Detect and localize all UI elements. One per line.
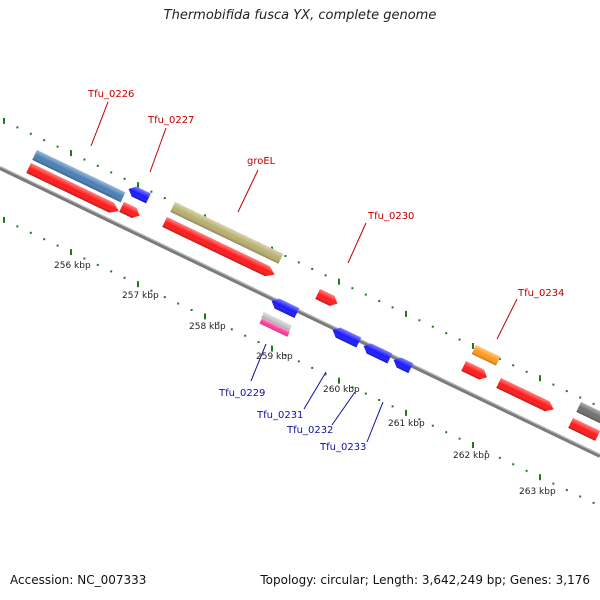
cds-tfu-0235-arrow[interactable] bbox=[496, 378, 556, 414]
accession-text: Accession: NC_007333 bbox=[10, 573, 147, 587]
cds-tfu-0233-reverse[interactable] bbox=[391, 355, 414, 374]
cds-groel-arrow[interactable] bbox=[162, 217, 277, 280]
gene-edge-gray-feature[interactable] bbox=[576, 402, 600, 425]
cds-tfu-0230-arrow[interactable] bbox=[315, 289, 340, 308]
label-tfu-0226: Tfu_0226 bbox=[87, 89, 134, 100]
cds-tfu-0234-arrow[interactable] bbox=[461, 361, 489, 382]
scale-label-259: 259 kbp bbox=[256, 352, 293, 362]
label-tfu-0232: Tfu_0232 bbox=[286, 425, 333, 436]
cds-tfu-0229-reverse[interactable] bbox=[269, 296, 300, 319]
cds-tfu-0231-reverse[interactable] bbox=[330, 325, 362, 348]
label-tfu-0231: Tfu_0231 bbox=[256, 410, 303, 421]
label-tfu-0227: Tfu_0227 bbox=[147, 115, 194, 126]
scale-label-262: 262 kbp bbox=[453, 451, 490, 461]
label-tfu-0234: Tfu_0234 bbox=[517, 288, 564, 299]
inner-scale-ticks bbox=[3, 216, 595, 504]
scale-label-263: 263 kbp bbox=[519, 487, 556, 497]
cds-tfu-0227-forward[interactable] bbox=[119, 202, 142, 221]
gene-tfu-0234-feature[interactable] bbox=[471, 345, 501, 366]
gene-tfu-0229-silver[interactable] bbox=[261, 312, 292, 331]
label-tfu-0229: Tfu_0229 bbox=[218, 388, 265, 399]
label-leader-lines bbox=[90, 101, 518, 340]
label-tfu-0230: Tfu_0230 bbox=[367, 211, 414, 222]
genome-summary-text: Topology: circular; Length: 3,642,249 bp… bbox=[260, 573, 590, 587]
scale-label-257: 257 kbp bbox=[122, 291, 159, 301]
label-groel: groEL bbox=[247, 156, 276, 167]
label-leader-lines-inner bbox=[250, 343, 384, 443]
gene-tfu-0226-feature[interactable] bbox=[32, 150, 126, 203]
label-tfu-0233: Tfu_0233 bbox=[319, 442, 366, 453]
cds-tfu-0226-arrow[interactable] bbox=[26, 163, 121, 216]
cds-edge-arrow[interactable] bbox=[568, 418, 600, 441]
scale-label-256: 256 kbp bbox=[54, 261, 91, 271]
gene-groel-feature[interactable] bbox=[170, 202, 284, 264]
gene-tfu-0229-pink[interactable] bbox=[259, 318, 290, 337]
map-title: Thermobifida fusca YX, complete genome bbox=[163, 8, 437, 23]
cds-tfu-0232-reverse[interactable] bbox=[361, 341, 393, 364]
cds-tfu-0227-reverse[interactable] bbox=[126, 184, 151, 204]
scale-label-260: 260 kbp bbox=[323, 385, 360, 395]
scale-label-258: 258 kbp bbox=[189, 322, 226, 332]
scale-label-261: 261 kbp bbox=[388, 419, 425, 429]
genome-backbone bbox=[0, 166, 600, 458]
